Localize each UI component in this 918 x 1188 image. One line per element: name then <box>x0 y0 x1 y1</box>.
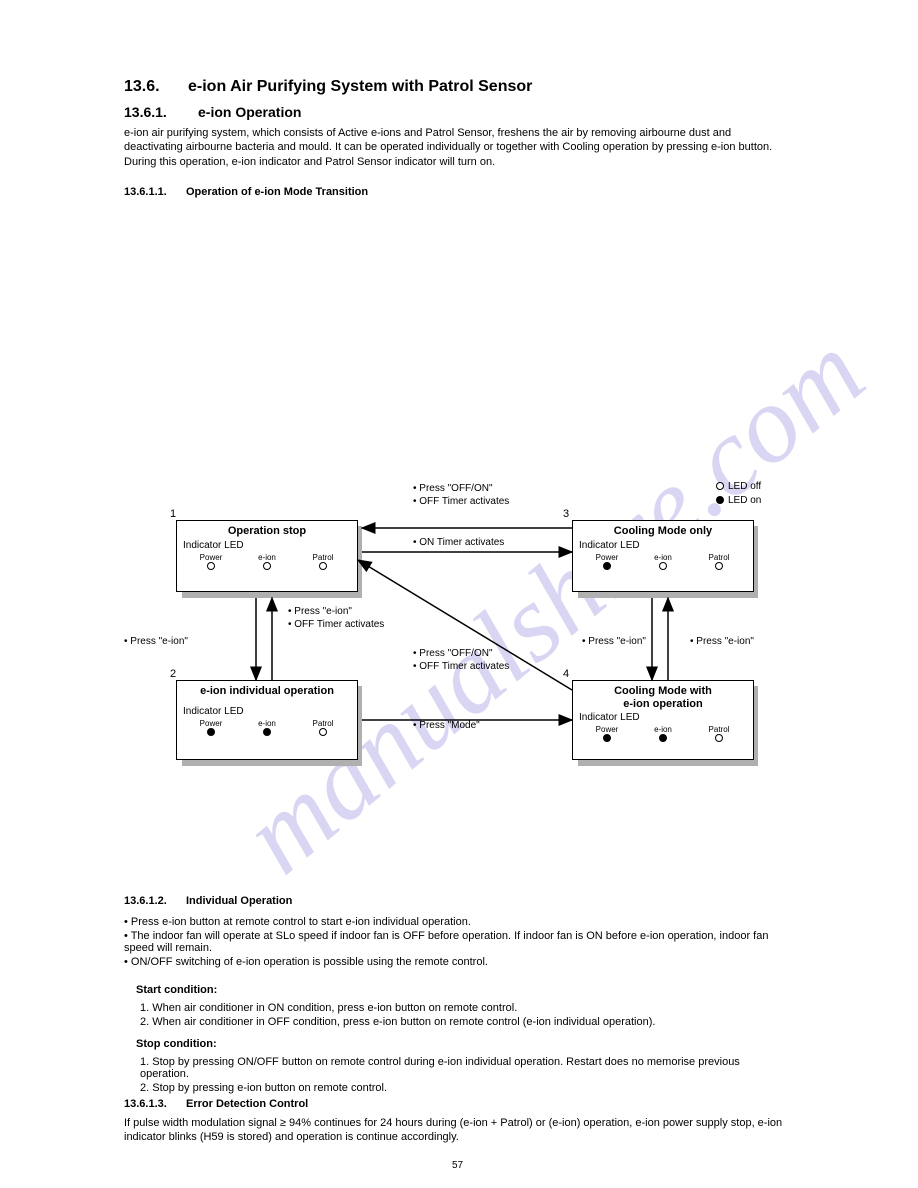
heading-sub-num: 13.6.1. <box>124 104 167 120</box>
box1-led1-name: e-ion <box>258 553 276 562</box>
heading-ind-text: Individual Operation <box>186 895 292 907</box>
box4-title-l1: Cooling Mode with <box>579 685 747 698</box>
box4-led2-name: Patrol <box>709 725 730 734</box>
box1-led2-icon <box>319 562 327 570</box>
box2-led1-name: e-ion <box>258 719 276 728</box>
edge-3-4-b: • Press "e-ion" <box>690 636 754 649</box>
heading-trans-text: Operation of e-ion Mode Transition <box>186 186 368 198</box>
legend-on-text: LED on <box>728 495 761 506</box>
watermark-text: manualshive.com <box>219 308 888 898</box>
box1-indicator-label: Indicator LED <box>183 540 351 551</box>
box2-led0-icon <box>207 728 215 736</box>
start-lines: 1. When air conditioner in ON condition,… <box>140 1000 780 1030</box>
box4: Cooling Mode with e-ion operation Indica… <box>572 680 754 760</box>
box3-led-row: Power e-ion Patrol <box>579 553 747 570</box>
box3-led2-icon <box>715 562 723 570</box>
box3-led2-name: Patrol <box>709 553 730 562</box>
edge-1-4-b: • OFF Timer activates <box>413 661 509 674</box>
ind-bullets: • Press e-ion button at remote control t… <box>124 914 784 970</box>
box4-led-row: Power e-ion Patrol <box>579 725 747 742</box>
box1-title: Operation stop <box>183 525 351 538</box>
ind-line-2: • ON/OFF switching of e-ion operation is… <box>124 956 784 968</box>
box3-num: 3 <box>563 508 569 520</box>
cap-start: Start condition: <box>136 984 217 996</box>
err-text: If pulse width modulation signal ≥ 94% c… <box>124 1116 784 1145</box>
box1-led1-icon <box>263 562 271 570</box>
box2: e-ion individual operation Indicator LED… <box>176 680 358 760</box>
box4-led1-name: e-ion <box>654 725 672 734</box>
stop-line-0: 1. Stop by pressing ON/OFF button on rem… <box>140 1056 780 1080</box>
box2-led0-name: Power <box>200 719 223 728</box>
box2-indicator-label: Indicator LED <box>183 706 351 717</box>
legend-off-text: LED off <box>728 481 761 492</box>
box3-led1-name: e-ion <box>654 553 672 562</box>
box2-led2-name: Patrol <box>313 719 334 728</box>
box1-led-row: Power e-ion Patrol <box>183 553 351 570</box>
box2-led-row: Power e-ion Patrol <box>183 719 351 736</box>
start-line-1: 2. When air conditioner in OFF condition… <box>140 1016 780 1028</box>
box4-led2-icon <box>715 734 723 742</box>
box2-num: 2 <box>170 668 176 680</box>
heading-err-text: Error Detection Control <box>186 1098 308 1110</box>
heading-sub-text: e-ion Operation <box>198 104 301 120</box>
box1-num: 1 <box>170 508 176 520</box>
box3-led0-icon <box>603 562 611 570</box>
box4-indicator-label: Indicator LED <box>579 712 747 723</box>
edge-1-2-b: • Press "e-ion" <box>288 606 352 619</box>
box1-led0-icon <box>207 562 215 570</box>
box3-led1-icon <box>659 562 667 570</box>
box3: Cooling Mode only Indicator LED Power e-… <box>572 520 754 592</box>
led-legend: LED off LED on <box>716 480 761 508</box>
box3-indicator-label: Indicator LED <box>579 540 747 551</box>
box1: Operation stop Indicator LED Power e-ion… <box>176 520 358 592</box>
box1-led2-name: Patrol <box>313 553 334 562</box>
edge-2-4: • Press "Mode" <box>413 720 480 733</box>
box3-led0-name: Power <box>596 553 619 562</box>
stop-lines: 1. Stop by pressing ON/OFF button on rem… <box>140 1054 780 1096</box>
box2-led2-icon <box>319 728 327 736</box>
heading-ind-num: 13.6.1.2. <box>124 895 167 907</box>
edge-1-4-a: • Press "OFF/ON" <box>413 648 493 661</box>
legend-led-off-icon <box>716 482 724 490</box>
box4-title-l2: e-ion operation <box>579 698 747 711</box>
box4-num: 4 <box>563 668 569 680</box>
ind-line-1: • The indoor fan will operate at SLo spe… <box>124 930 784 954</box>
heading-main-num: 13.6. <box>124 78 160 96</box>
edge-1-3-c: • ON Timer activates <box>413 537 504 550</box>
edge-1-3-b: • OFF Timer activates <box>413 496 509 509</box>
edge-1-3-a: • Press "OFF/ON" <box>413 483 493 496</box>
box4-led0-name: Power <box>596 725 619 734</box>
heading-trans-num: 13.6.1.1. <box>124 186 167 198</box>
box2-title: e-ion individual operation <box>183 685 351 698</box>
box2-led1-icon <box>263 728 271 736</box>
intro-text: e-ion air purifying system, which consis… <box>124 126 784 169</box>
box4-led0-icon <box>603 734 611 742</box>
legend-led-on-icon <box>716 496 724 504</box>
page-number: 57 <box>452 1160 463 1171</box>
stop-line-1: 2. Stop by pressing e-ion button on remo… <box>140 1082 780 1094</box>
edge-3-4-a: • Press "e-ion" <box>582 636 646 649</box>
heading-err-num: 13.6.1.3. <box>124 1098 167 1110</box>
box3-title: Cooling Mode only <box>579 525 747 538</box>
edge-1-2-c: • OFF Timer activates <box>288 619 384 632</box>
edge-1-2-a: • Press "e-ion" <box>124 636 188 649</box>
cap-stop: Stop condition: <box>136 1038 217 1050</box>
ind-line-0: • Press e-ion button at remote control t… <box>124 916 784 928</box>
box4-led1-icon <box>659 734 667 742</box>
heading-main-text: e-ion Air Purifying System with Patrol S… <box>188 78 532 96</box>
start-line-0: 1. When air conditioner in ON condition,… <box>140 1002 780 1014</box>
box1-led0-name: Power <box>200 553 223 562</box>
